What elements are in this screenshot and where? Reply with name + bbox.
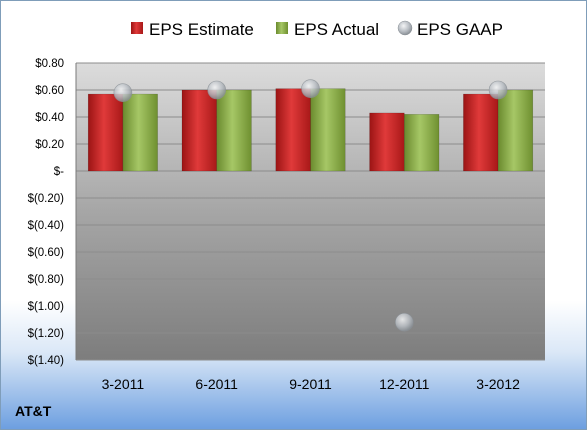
y-tick-label: $(0.20) <box>28 193 65 205</box>
legend-swatch <box>276 22 288 34</box>
x-tick-label: 12-2011 <box>379 376 430 392</box>
bars <box>87 88 534 172</box>
marker-eps-gaap <box>301 79 320 98</box>
marker-eps-gaap <box>488 80 508 100</box>
bar-eps-estimate <box>463 93 499 172</box>
y-tick-label: $- <box>54 166 64 178</box>
y-tick-label: $(1.00) <box>28 301 65 313</box>
y-tick-label: $(0.60) <box>28 247 65 259</box>
bar-eps-actual <box>404 114 440 172</box>
marker-eps-gaap <box>113 83 133 102</box>
bar-eps-estimate <box>87 93 124 172</box>
company-label: AT&T <box>15 403 52 419</box>
x-tick-label: 3-2011 <box>102 376 145 392</box>
bar-eps-estimate <box>181 89 217 172</box>
legend-label: EPS Estimate <box>149 20 254 39</box>
gaap-markers <box>113 79 508 332</box>
legend-label: EPS Actual <box>294 20 379 39</box>
x-tick-label: 9-2011 <box>289 376 332 392</box>
bar-eps-actual <box>310 88 346 172</box>
legend-label: EPS GAAP <box>417 20 503 39</box>
x-tick-label: 6-2011 <box>195 376 238 392</box>
bar-eps-estimate <box>275 88 311 172</box>
y-tick-label: $(0.80) <box>28 274 65 286</box>
x-axis-labels: 3-2011 6-2011 9-2011 12-2011 3-2012 <box>102 376 520 392</box>
y-axis-labels: $0.80 $0.60 $0.40 $0.20 $- $(0.20) $(0.40) $(0.… <box>28 58 65 367</box>
bar-eps-estimate <box>369 112 405 172</box>
bar-eps-actual <box>216 89 252 172</box>
legend-swatch <box>131 22 143 34</box>
y-tick-label: $(0.40) <box>28 220 65 232</box>
y-tick-label: $0.20 <box>35 139 64 151</box>
y-tick-label: $0.60 <box>35 85 64 97</box>
legend: EPS Estimate EPS Actual EPS GAAP <box>131 20 503 39</box>
y-tick-label: $0.80 <box>35 58 64 70</box>
y-tick-label: $0.40 <box>35 112 64 124</box>
marker-eps-gaap <box>207 80 226 100</box>
legend-swatch <box>397 20 413 36</box>
marker-eps-gaap <box>394 312 414 332</box>
bar-eps-actual <box>497 89 534 172</box>
y-tick-label: $(1.40) <box>28 355 65 367</box>
x-tick-label: 3-2012 <box>476 376 520 392</box>
y-tick-label: $(1.20) <box>28 328 65 340</box>
bar-eps-actual <box>122 93 158 172</box>
